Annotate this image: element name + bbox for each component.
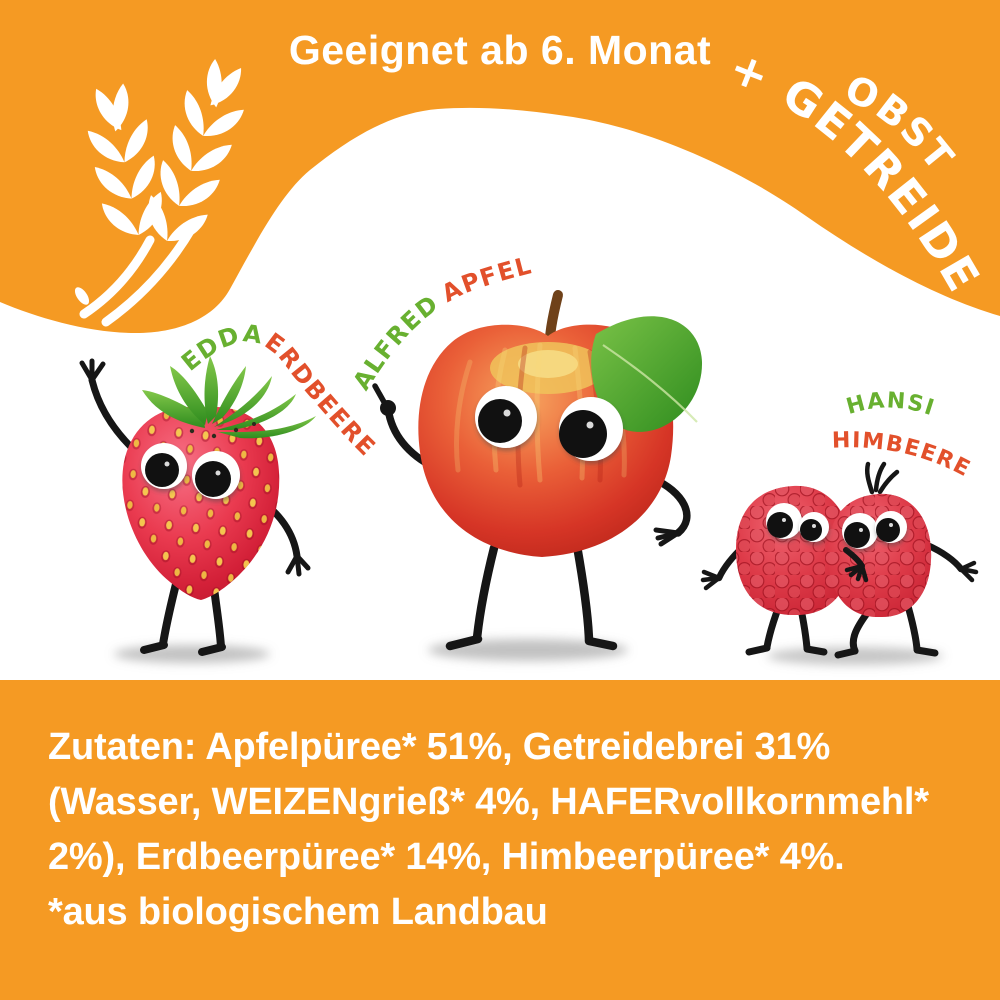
svg-text:HANSI: HANSI bbox=[844, 388, 938, 421]
raspberry-left-hand bbox=[700, 569, 722, 591]
suitability-text: Geeignet ab 6. Monat bbox=[288, 27, 712, 73]
strawberry-first-name-label: EDDA bbox=[176, 319, 264, 376]
apple-leaf bbox=[591, 316, 703, 432]
wheat-grain-icon bbox=[74, 58, 244, 327]
strawberry-fruit-name-label: ERDBEERE bbox=[260, 327, 380, 462]
svg-text:EDDA: EDDA bbox=[176, 319, 265, 376]
ingredients-line-4: *aus biologischem Landbau bbox=[48, 891, 548, 933]
strawberry-character bbox=[79, 356, 316, 656]
raspberry-hair-tuft bbox=[864, 461, 900, 495]
raspberry-first-name-label: HANSI bbox=[844, 388, 937, 421]
svg-text:APFEL: APFEL bbox=[437, 251, 535, 308]
strawberry-left-hand bbox=[79, 358, 106, 383]
apple-character bbox=[372, 290, 703, 651]
apple-fruit-name-label: APFEL bbox=[437, 251, 533, 308]
raspberry-googly-eyes bbox=[766, 503, 907, 549]
ingredients-line-2: (Wasser, WEIZENgrieß* 4%, HAFERvollkornm… bbox=[48, 781, 929, 823]
apple-googly-eyes bbox=[475, 386, 623, 461]
strawberry-googly-eyes bbox=[141, 443, 240, 499]
ingredients-panel: Zutaten: Apfelpüree* 51%, Getreidebrei 3… bbox=[0, 680, 1000, 1000]
raspberry-right-hand bbox=[958, 560, 979, 583]
strawberry-right-hand bbox=[285, 553, 311, 577]
raspberry-fruit-name-label: HIMBEERE bbox=[832, 428, 974, 482]
svg-text:ERDBEERE: ERDBEERE bbox=[260, 327, 382, 462]
apple-hip-hand bbox=[653, 527, 681, 547]
apple-thumbs-up-hand bbox=[372, 383, 396, 416]
ingredients-line-3: 2%), Erdbeerpüree* 14%, Himbeerpüree* 4%… bbox=[48, 836, 845, 878]
header-wave-shape bbox=[0, 0, 1000, 334]
ingredients-line-1: Zutaten: Apfelpüree* 51%, Getreidebrei 3… bbox=[48, 726, 831, 768]
strawberry-sepals bbox=[142, 356, 316, 439]
raspberry-characters bbox=[700, 461, 979, 659]
svg-text:HIMBEERE: HIMBEERE bbox=[832, 428, 975, 482]
raspberry-middle-hand bbox=[844, 563, 869, 583]
